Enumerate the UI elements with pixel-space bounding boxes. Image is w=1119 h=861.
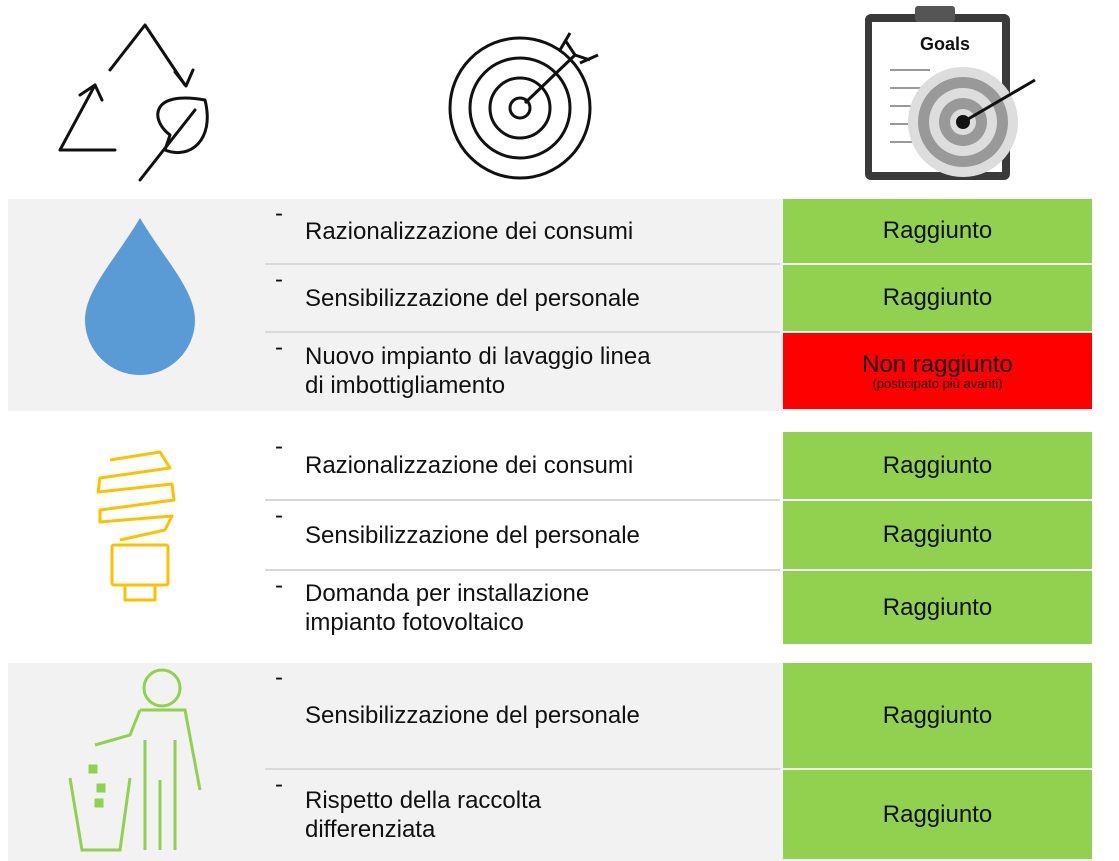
objective: - Sensibilizzazione del personale <box>275 501 770 569</box>
goals-label: Goals <box>920 34 970 54</box>
objective: - Sensibilizzazione del personale <box>275 265 770 331</box>
status-text: Raggiunto <box>882 217 993 244</box>
objective-text: Domanda per installazione impianto fotovo… <box>305 579 589 637</box>
row-separator <box>265 499 780 501</box>
status-text: Raggiunto <box>882 521 993 548</box>
objective-line: Nuovo impianto di lavaggio linea <box>305 343 651 370</box>
objective: - Sensibilizzazione del personale <box>275 663 770 768</box>
objective-text: Razionalizzazione dei consumi <box>305 451 633 480</box>
row-separator <box>265 768 780 770</box>
status: Raggiunto <box>783 199 1092 263</box>
objective: - Nuovo impianto di lavaggio linea di imbo… <box>275 333 770 409</box>
objective-text: Sensibilizzazione del personale <box>305 521 640 550</box>
bullet: - <box>275 502 283 529</box>
objective-line: Sensibilizzazione del personale <box>305 702 640 729</box>
objective: - Domanda per installazione impianto fotov… <box>275 571 770 644</box>
target-icon <box>448 32 599 180</box>
objective: - Razionalizzazione dei consumi <box>275 199 770 263</box>
objective-line: Domanda per installazione <box>305 579 590 607</box>
bullet: - <box>275 200 283 227</box>
status: Raggiunto <box>783 770 1092 859</box>
row-separator <box>265 263 780 265</box>
status: Raggiunto <box>783 432 1092 499</box>
objective-line: differenziata <box>305 815 436 843</box>
status-text: Raggiunto <box>882 800 993 828</box>
objective-line: Razionalizzazione dei consumi <box>305 452 634 479</box>
row-separator <box>265 569 780 571</box>
bullet: - <box>275 771 283 798</box>
status: Raggiunto <box>783 663 1092 768</box>
status-text: Non raggiunto <box>862 350 1013 378</box>
objective: - Rispetto della raccolta differenziata <box>275 770 770 859</box>
bullet: - <box>275 664 283 691</box>
objective-line: di imbottigliamento <box>305 372 506 399</box>
objective-text: Sensibilizzazione del personale <box>305 284 640 313</box>
status-text: Raggiunto <box>882 451 993 479</box>
bullet: - <box>275 572 283 599</box>
status-note: (posticipato più avanti) <box>872 375 1003 391</box>
bullet: - <box>275 334 283 361</box>
status-text: Raggiunto <box>882 284 993 311</box>
objective-text: Razionalizzazione dei consumi <box>305 217 633 246</box>
objective-line: Sensibilizzazione del personale <box>305 521 640 549</box>
objective-line: Rispetto della raccolta <box>305 786 542 814</box>
goals-icon: Goals <box>865 6 1036 180</box>
objective-text: Nuovo impianto di lavaggio linea di imbot… <box>305 342 651 400</box>
bullet: - <box>275 266 283 293</box>
status: Raggiunto <box>783 501 1092 569</box>
objective: - Razionalizzazione dei consumi <box>275 432 770 499</box>
objective-line: impianto fotovoltaico <box>305 608 524 636</box>
row-separator <box>265 331 780 333</box>
recycle-icon <box>58 23 209 182</box>
objective-text: Sensibilizzazione del personale <box>305 701 640 730</box>
status: Raggiunto <box>783 265 1092 331</box>
objective-line: Razionalizzazione dei consumi <box>305 217 634 245</box>
status: Raggiunto <box>783 571 1092 644</box>
bullet: - <box>275 433 283 460</box>
status: Non raggiunto (posticipato più avanti) <box>783 333 1092 409</box>
status-text: Raggiunto <box>882 593 993 621</box>
status-text: Raggiunto <box>882 701 993 729</box>
objective-line: Sensibilizzazione del personale <box>305 284 640 312</box>
objective-text: Rispetto della raccolta differenziata <box>305 786 541 844</box>
